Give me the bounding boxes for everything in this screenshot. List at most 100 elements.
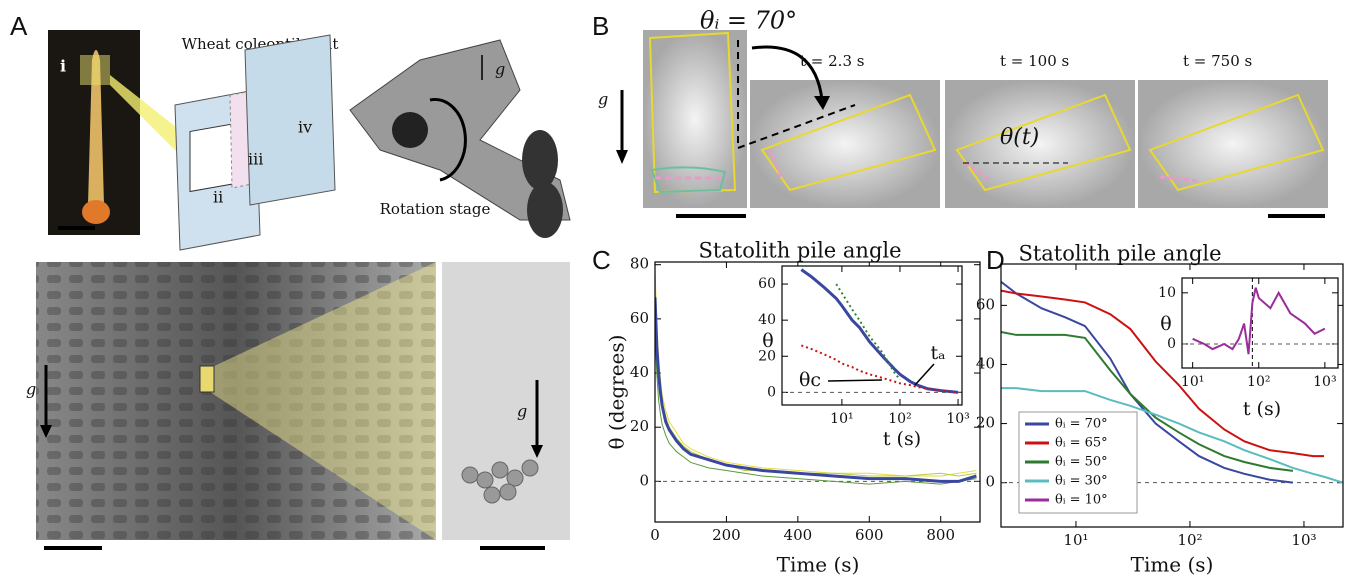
panel-a: A i Wheat coleoptile cut ii iii iv Rotat… xyxy=(10,11,571,550)
pile-line xyxy=(964,161,991,182)
statolith-pile xyxy=(650,166,727,194)
label: iii xyxy=(248,150,263,169)
legend-label: θᵢ = 30° xyxy=(1055,474,1108,489)
y-tick-label: 40 xyxy=(630,363,649,381)
x-axis-label: t (s) xyxy=(1243,398,1281,420)
arrow-head xyxy=(531,445,543,458)
plot-frame xyxy=(654,261,981,523)
coleoptile xyxy=(88,50,104,212)
time-label: t = 2.3 s xyxy=(800,52,864,70)
data-line xyxy=(655,297,977,483)
y-tick-label: 40 xyxy=(758,312,776,328)
data-line xyxy=(1192,287,1326,355)
label: i xyxy=(60,57,66,76)
x-tick-label: 10² xyxy=(1247,374,1270,390)
plot-frame xyxy=(1181,277,1339,369)
panel-b: B θᵢ = 70° t = 2.3 s t = 100 s t = 750 s… xyxy=(592,7,1328,218)
y-tick-label: 60 xyxy=(758,276,776,292)
annotation: θc xyxy=(799,369,821,391)
x-tick-label: 400 xyxy=(784,526,813,544)
caption: Rotation stage xyxy=(380,200,491,218)
eyepiece xyxy=(527,182,563,238)
angle-label: θ(t) xyxy=(1000,125,1039,150)
label: ii xyxy=(213,188,223,207)
microscope xyxy=(349,39,571,221)
gravity-label: g xyxy=(517,402,527,421)
inset-background xyxy=(1182,278,1338,368)
x-tick-label: 10² xyxy=(888,411,911,427)
y-axis-label: θ xyxy=(762,330,773,352)
data-line xyxy=(1001,330,1294,472)
time-label: t = 100 s xyxy=(1000,52,1069,70)
annotation: tₐ xyxy=(931,342,946,364)
cells xyxy=(36,262,436,540)
data-line xyxy=(1001,289,1325,458)
x-tick-label: 10¹ xyxy=(1063,531,1088,549)
y-tick-label: 0 xyxy=(1167,336,1176,352)
y-tick-label: 10 xyxy=(1158,285,1176,301)
zoom-beam xyxy=(210,262,436,540)
arrow-head xyxy=(40,425,52,438)
cut-region xyxy=(80,55,110,85)
y-tick-label: 0 xyxy=(639,471,649,489)
pile-line xyxy=(768,149,784,181)
y-tick-label: 20 xyxy=(758,348,776,364)
x-tick-label: 0 xyxy=(650,526,660,544)
x-tick-label: 800 xyxy=(926,526,955,544)
y-axis-label: θ xyxy=(1160,313,1171,335)
cell-photo xyxy=(1138,80,1328,208)
panel-label: A xyxy=(10,11,28,41)
x-tick-label: 10³ xyxy=(946,411,969,427)
x-axis-label: t (s) xyxy=(883,428,921,450)
chart-title: Statolith pile angle xyxy=(698,239,901,263)
legend-label: θᵢ = 70° xyxy=(1055,417,1108,432)
x-axis-label: Time (s) xyxy=(777,553,860,577)
region xyxy=(199,365,215,393)
data-line xyxy=(800,344,959,394)
gravity-label: g xyxy=(598,90,608,109)
plot-frame xyxy=(1000,263,1344,528)
time-label: t = 750 s xyxy=(1183,52,1252,70)
arrow-head xyxy=(616,150,628,164)
reference-line xyxy=(737,104,856,149)
data-line xyxy=(655,332,977,485)
x-tick-label: 10³ xyxy=(1291,531,1316,549)
arrow-head xyxy=(814,96,830,110)
annotation-arrow xyxy=(827,379,883,382)
x-tick-label: 200 xyxy=(712,526,741,544)
legend-label: θᵢ = 65° xyxy=(1055,436,1108,451)
panel-label: B xyxy=(592,11,609,41)
gravity-label: g xyxy=(495,60,505,79)
y-tick-label: 40 xyxy=(976,354,995,372)
y-tick-label: 0 xyxy=(767,384,776,400)
y-tick-label: 60 xyxy=(630,309,649,327)
legend-label: θᵢ = 50° xyxy=(1055,455,1108,470)
label: iv xyxy=(298,118,312,137)
rotation-arrow xyxy=(751,45,824,101)
x-tick-label: 10³ xyxy=(1313,374,1336,390)
eyepiece xyxy=(522,130,558,190)
plot-frame xyxy=(781,265,963,406)
panel-label: C xyxy=(592,245,611,275)
inset-background xyxy=(782,266,962,405)
y-axis-label: θ (degrees) xyxy=(605,335,629,450)
chart: 10¹ 10² 10³ 0 20 40 60 t (s) θ θc tₐ xyxy=(758,265,970,450)
seed xyxy=(82,200,110,224)
angle-label: θᵢ = 70° xyxy=(700,7,797,35)
cell-photo xyxy=(750,80,940,208)
y-tick-label: 20 xyxy=(630,417,649,435)
x-tick-label: 600 xyxy=(855,526,884,544)
chart: 10¹ 10² 10³ 0 10 t (s) θ xyxy=(1158,277,1339,420)
y-tick-label: 80 xyxy=(630,255,649,273)
data-line xyxy=(1001,280,1294,484)
rotation-arrow xyxy=(429,97,467,182)
gravity-label: g xyxy=(26,380,36,399)
objective xyxy=(392,112,428,148)
cell-outline xyxy=(955,93,1132,192)
data-line xyxy=(1001,387,1343,484)
x-tick-label: 10¹ xyxy=(1181,374,1204,390)
cell-outline xyxy=(648,31,737,194)
